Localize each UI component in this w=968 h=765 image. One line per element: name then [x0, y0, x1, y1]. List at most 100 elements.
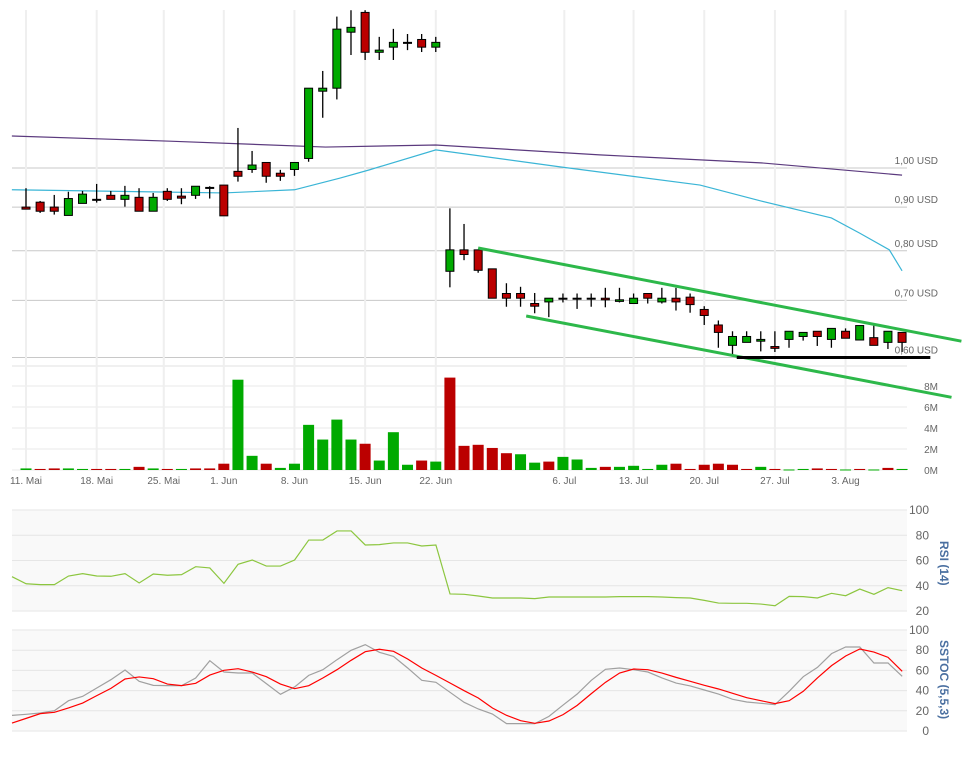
candle [431, 36, 441, 53]
rsi-tick-label: 20 [916, 604, 930, 618]
candle-body [713, 324, 723, 333]
stochastic-tick-label: 60 [916, 663, 930, 677]
candle-body [162, 190, 172, 200]
candle [855, 325, 865, 341]
rsi-panel: 100 80 60 40 20 [11, 503, 930, 618]
date-tick-label: 1. Jun [210, 476, 237, 487]
candle [403, 34, 413, 51]
candle-body [657, 297, 667, 303]
candle-body [318, 87, 328, 92]
candle-body [176, 195, 186, 199]
volume-bar [20, 468, 32, 470]
volume-bar [727, 464, 738, 470]
candle-body [247, 164, 257, 170]
date-tick-label: 3. Aug [831, 476, 859, 487]
candle [162, 188, 172, 201]
candle-body [544, 297, 554, 303]
candle-body [35, 201, 45, 212]
volume-bar [825, 468, 837, 470]
volume-bar [769, 468, 781, 470]
volume-bar [444, 377, 456, 470]
volume-bar [105, 468, 117, 470]
candle [289, 161, 299, 176]
candle [728, 331, 737, 355]
volume-bar [613, 466, 625, 470]
volume-bar [331, 419, 343, 470]
candle [92, 183, 102, 203]
candle-body [120, 194, 130, 200]
volume-bar [303, 424, 315, 470]
stochastic-tick-label: 20 [916, 704, 930, 718]
candle-body [742, 335, 752, 343]
price-tick-label: 0,70 USD [895, 288, 938, 299]
volume-bar [48, 468, 60, 470]
candle [671, 287, 681, 311]
candle-body [304, 87, 314, 159]
volume-bar [854, 468, 866, 470]
volume-bar [119, 468, 131, 470]
trendline [477, 246, 962, 343]
volume-bar [656, 464, 668, 470]
candle [205, 186, 215, 199]
volume-bar [712, 463, 724, 470]
candle [586, 293, 596, 307]
trendlines [477, 246, 962, 399]
candle-body [445, 249, 455, 272]
candle [841, 328, 851, 339]
candle-body [756, 338, 766, 342]
candle [883, 330, 893, 349]
date-tick-label: 22. Jun [419, 476, 452, 487]
date-tick-label: 13. Jul [619, 476, 648, 487]
volume-bar [175, 468, 187, 470]
candle-body [516, 292, 526, 299]
volume-bar [77, 468, 89, 470]
stochastic-panel: 100 80 60 40 20 0 [11, 623, 930, 738]
volume-bar [345, 439, 357, 470]
volume-bar [387, 432, 399, 470]
stochastic-d-line [11, 648, 903, 724]
volume-bar [147, 468, 159, 470]
volume-bar [628, 465, 640, 470]
candle [487, 268, 497, 299]
date-gridlines [25, 10, 847, 470]
candle-body [473, 249, 483, 271]
volume-tick-label: 0M [924, 466, 938, 477]
candle-body [63, 198, 73, 216]
volume-bar [62, 468, 74, 470]
volume-bar [458, 445, 470, 470]
stochastic-tick-label: 80 [916, 643, 930, 657]
candle-body [403, 41, 413, 44]
candle [63, 191, 73, 216]
volume-bar [34, 468, 46, 470]
volume-bar [161, 468, 173, 470]
volume-tick-label: 6M [924, 403, 938, 414]
candle [106, 190, 116, 200]
candle-body [275, 172, 285, 177]
volume-bar [246, 455, 258, 470]
candle [374, 36, 384, 60]
candle-body [78, 193, 88, 204]
volume-axis-labels: 8M 6M 4M 2M 0M [924, 382, 938, 477]
candle-body [841, 330, 851, 339]
candle-body [233, 170, 243, 177]
volume-bar [868, 469, 880, 471]
volume-bar [218, 463, 230, 470]
stochastic-tick-label: 100 [909, 623, 929, 637]
candle-body [191, 185, 201, 196]
candle [346, 10, 356, 56]
candle-body [629, 297, 639, 305]
candle-body [388, 41, 398, 48]
candle-body [558, 297, 568, 300]
volume-bar [755, 466, 767, 470]
volume-bar [684, 468, 696, 470]
candle [247, 150, 257, 173]
candle [869, 325, 879, 346]
volume-bar [472, 444, 484, 470]
candle [501, 283, 511, 307]
rsi-tick-label: 80 [916, 528, 930, 542]
candle-body [530, 303, 540, 307]
rsi-tick-label: 100 [909, 503, 929, 517]
stochastic-tick-label: 40 [916, 684, 930, 698]
volume-bar [741, 468, 753, 470]
date-tick-label: 27. Jul [760, 476, 789, 487]
